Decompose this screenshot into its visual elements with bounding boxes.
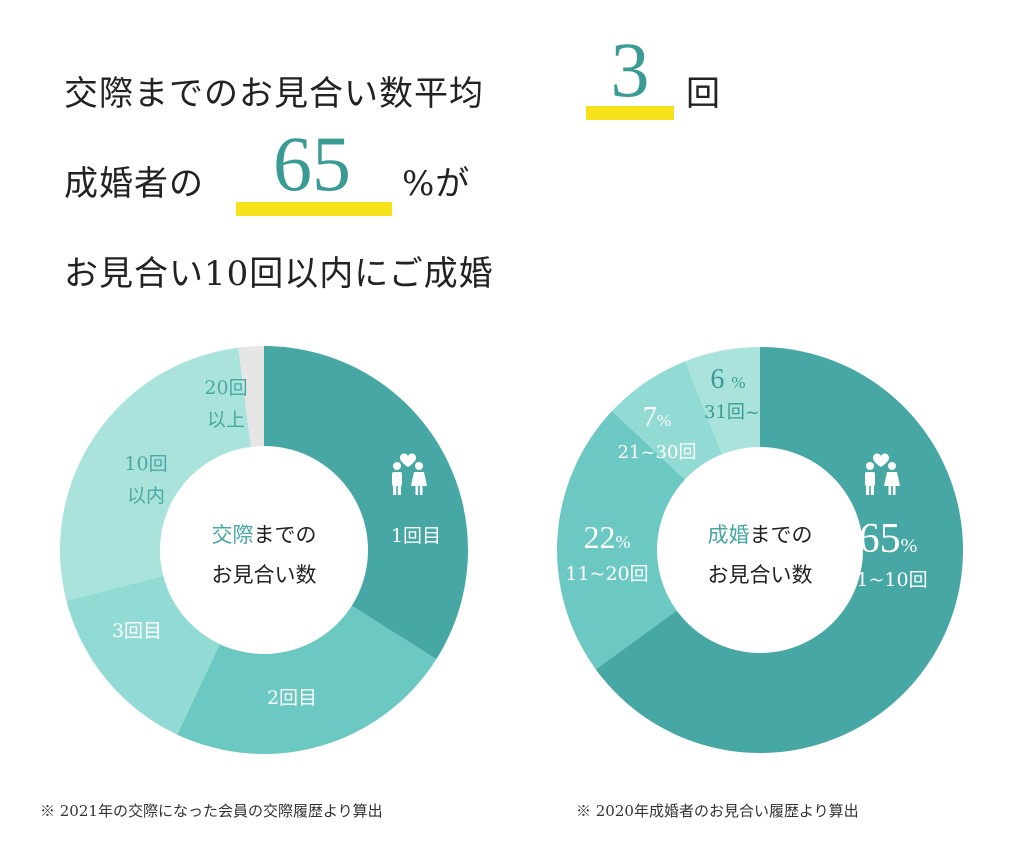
headline-line3-text: お見合い10回以内にご成婚	[64, 254, 494, 294]
chart-right-center-title: 成婚までの	[708, 523, 813, 547]
chart-right-slice-2	[612, 361, 723, 480]
chart-right-label-3: 31回~	[704, 402, 760, 423]
headline-line2-suffix: %が	[402, 164, 471, 204]
highlight-underline-2	[236, 202, 392, 216]
chart-left-label-3a: 10回	[124, 453, 167, 475]
chart-right-center-subtitle: お見合い数	[708, 563, 813, 587]
chart-right-slice-0	[595, 347, 963, 753]
chart-right-value-1: 22%	[584, 519, 631, 555]
highlight-underline-1	[586, 106, 674, 120]
chart-right-donut: 65% 1~10回 22% 11~20回 7% 21~30回 6 % 31回~ 成婚までのお見合…	[557, 347, 963, 753]
headline-line3: お見合い10回以内にご成婚	[64, 246, 494, 295]
chart-right-label-1: 11~20回	[565, 563, 648, 585]
headline-percent-number: 65	[273, 120, 351, 207]
headline-line2: 成婚者の 65 %が	[64, 120, 564, 220]
chart-left-label-0: 1回目	[391, 525, 441, 547]
chart-left-slice-3	[59, 347, 251, 601]
couple-icon	[392, 453, 427, 495]
chart-right-slice-1	[557, 411, 685, 670]
chart-left-slice-4	[238, 346, 264, 447]
chart-right-slice-3	[685, 347, 760, 455]
chart-left-label-3b: 以内	[127, 485, 165, 507]
chart-left-center-subtitle: お見合い数	[212, 563, 317, 587]
headline-line1-text: 交際までのお見合い数平均	[64, 74, 484, 114]
headline-line2-text: 成婚者の	[64, 164, 204, 204]
chart-left-label-4a: 20回	[204, 377, 247, 399]
chart-right-value-3: 6 %	[710, 364, 745, 395]
chart-right-value-2: 7%	[643, 402, 671, 433]
chart-right-label-2: 21~30回	[618, 442, 697, 463]
headline-line1: 交際までのお見合い数平均 3 回	[64, 30, 764, 130]
charts-area: 1回目 2回目 3回目 10回以内 20回以上交際までのお見合い数 65% 1~10回 22…	[0, 340, 1024, 780]
chart-left-label-2: 3回目	[112, 620, 162, 642]
footnote-left: ※ 2021年の交際になった会員の交際履歴より算出	[40, 802, 383, 820]
headline-average-number: 3	[610, 26, 650, 113]
chart-left-slice-0	[264, 346, 468, 660]
chart-right-label-0: 1~10回	[856, 569, 927, 591]
chart-left-slice-2	[66, 575, 220, 735]
chart-left-label-1: 2回目	[267, 687, 317, 709]
chart-left-slice-1	[177, 605, 437, 754]
footnote-right: ※ 2020年成婚者のお見合い履歴より算出	[576, 802, 859, 820]
headline-line1-suffix: 回	[686, 74, 721, 114]
chart-right-value-0: 65%	[859, 516, 918, 562]
chart-left-center-title: 交際までの	[212, 523, 317, 547]
chart-left-label-4b: 以上	[207, 409, 245, 431]
couple-icon	[865, 453, 900, 495]
